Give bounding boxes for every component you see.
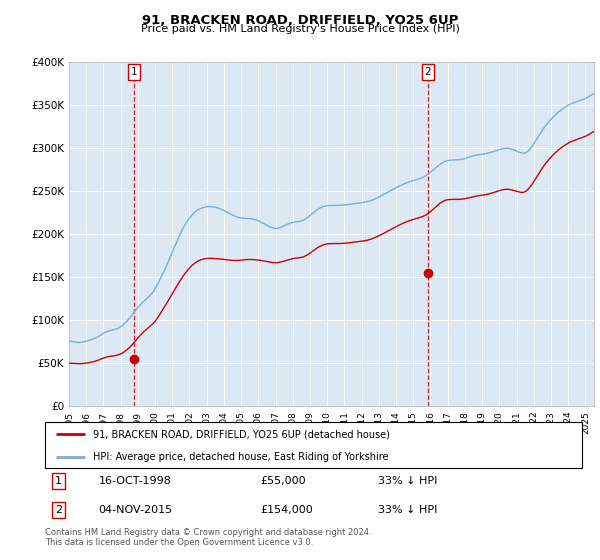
Text: 33% ↓ HPI: 33% ↓ HPI xyxy=(378,505,437,515)
Text: Price paid vs. HM Land Registry's House Price Index (HPI): Price paid vs. HM Land Registry's House … xyxy=(140,24,460,34)
Text: 91, BRACKEN ROAD, DRIFFIELD, YO25 6UP: 91, BRACKEN ROAD, DRIFFIELD, YO25 6UP xyxy=(142,14,458,27)
Text: HPI: Average price, detached house, East Riding of Yorkshire: HPI: Average price, detached house, East… xyxy=(94,452,389,463)
Text: 1: 1 xyxy=(131,67,137,77)
Text: £55,000: £55,000 xyxy=(260,476,305,486)
Text: £154,000: £154,000 xyxy=(260,505,313,515)
Text: 1: 1 xyxy=(55,476,62,486)
FancyBboxPatch shape xyxy=(45,422,582,468)
Text: 33% ↓ HPI: 33% ↓ HPI xyxy=(378,476,437,486)
Text: Contains HM Land Registry data © Crown copyright and database right 2024.
This d: Contains HM Land Registry data © Crown c… xyxy=(45,528,371,547)
Text: 91, BRACKEN ROAD, DRIFFIELD, YO25 6UP (detached house): 91, BRACKEN ROAD, DRIFFIELD, YO25 6UP (d… xyxy=(94,429,390,439)
Text: 04-NOV-2015: 04-NOV-2015 xyxy=(98,505,173,515)
Text: 2: 2 xyxy=(55,505,62,515)
Text: 16-OCT-1998: 16-OCT-1998 xyxy=(98,476,172,486)
Text: 2: 2 xyxy=(424,67,431,77)
